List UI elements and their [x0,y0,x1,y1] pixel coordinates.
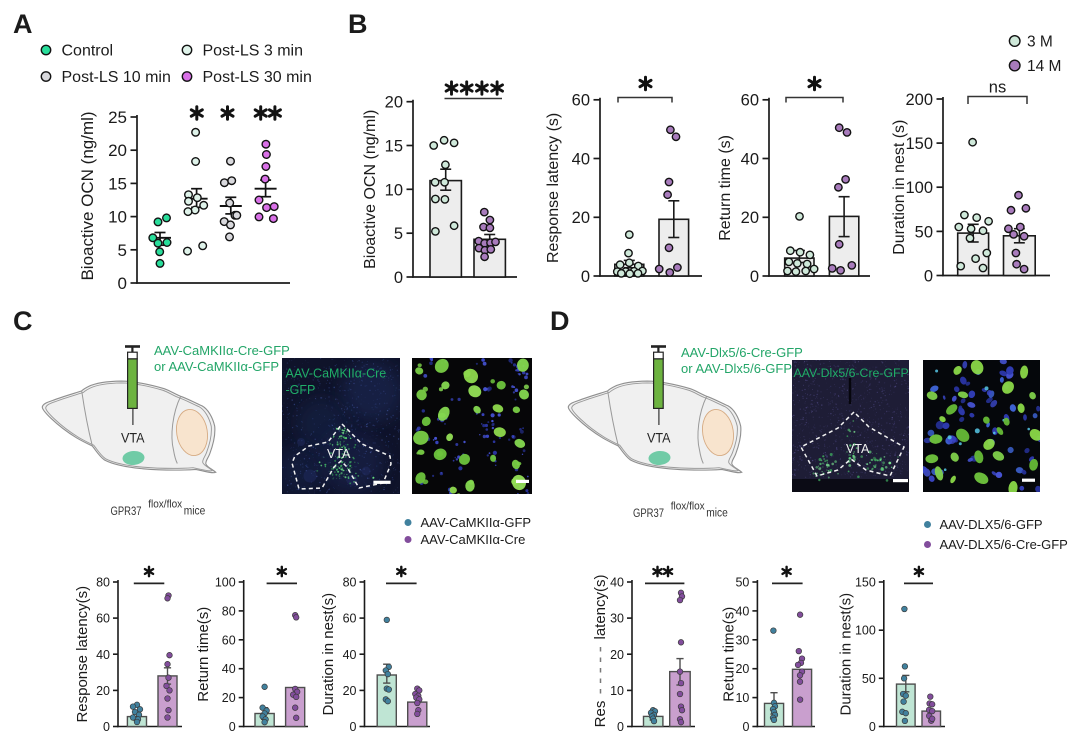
svg-text:80: 80 [222,604,236,618]
svg-text:10: 10 [108,208,127,227]
svg-text:Response latency (s): Response latency (s) [545,113,562,263]
svg-text:20: 20 [735,662,749,676]
svg-text:AAV-CaMKIIα-Cre: AAV-CaMKIIα-Cre [286,367,387,381]
svg-text:60: 60 [741,92,759,110]
svg-text:D: D [550,306,570,336]
svg-text:or AAV-Dlx5/6-GFP: or AAV-Dlx5/6-GFP [681,361,792,376]
svg-text:-GFP: -GFP [286,383,316,397]
svg-text:B: B [348,9,368,39]
svg-text:0: 0 [350,720,357,734]
svg-text:100: 100 [215,576,236,590]
svg-text:60: 60 [96,612,110,626]
svg-text:0: 0 [229,720,236,734]
svg-text:Control: Control [62,43,114,60]
svg-text:mice: mice [706,506,728,520]
svg-text:A: A [13,9,33,39]
svg-text:3 M: 3 M [1027,34,1053,51]
svg-text:20: 20 [572,209,590,227]
svg-text:flox/flox: flox/flox [148,499,182,511]
svg-text:AAV-Dlx5/6-Cre-GFP: AAV-Dlx5/6-Cre-GFP [794,366,909,380]
svg-text:Bioactive OCN (ng/ml): Bioactive OCN (ng/ml) [362,110,379,269]
svg-text:30: 30 [735,633,749,647]
svg-text:Return time (s): Return time (s) [717,135,734,241]
svg-text:or AAV-CaMKIIα-GFP: or AAV-CaMKIIα-GFP [154,359,279,374]
svg-text:GPR37: GPR37 [633,506,664,520]
svg-text:0: 0 [742,720,749,734]
svg-text:40: 40 [735,604,749,618]
svg-text:AAV-CaMKIIα-GFP: AAV-CaMKIIα-GFP [421,515,532,530]
svg-text:Duration in nest(s): Duration in nest(s) [837,593,854,716]
svg-text:40: 40 [222,662,236,676]
svg-text:flox/flox: flox/flox [671,501,705,513]
svg-text:50: 50 [735,576,749,590]
svg-text:20: 20 [108,141,127,160]
svg-text:VTA: VTA [647,431,671,446]
svg-text:0: 0 [581,268,590,286]
svg-text:Res: Res [592,701,609,728]
svg-text:80: 80 [96,576,110,590]
svg-text:0: 0 [118,274,127,293]
svg-text:100: 100 [905,179,933,197]
svg-text:40: 40 [610,576,624,590]
svg-text:5: 5 [118,241,127,260]
svg-text:150: 150 [905,135,933,153]
svg-text:60: 60 [572,92,590,110]
svg-text:0: 0 [750,268,759,286]
svg-text:200: 200 [905,91,933,109]
svg-text:Duration in nest(s): Duration in nest(s) [320,593,337,716]
svg-text:20: 20 [741,209,759,227]
svg-text:Return time(s): Return time(s) [720,607,737,702]
svg-text:VTA: VTA [846,442,870,456]
svg-text:VTA: VTA [327,447,351,461]
svg-text:0: 0 [394,269,403,287]
svg-text:30: 30 [610,612,624,626]
svg-text:GPR37: GPR37 [111,504,142,518]
svg-text:40: 40 [741,151,759,169]
svg-text:150: 150 [855,576,876,590]
svg-text:20: 20 [96,684,110,698]
svg-text:AAV-CaMKIIα-Cre-GFP: AAV-CaMKIIα-Cre-GFP [154,343,290,358]
svg-text:100: 100 [855,624,876,638]
svg-text:latency(s): latency(s) [592,574,609,639]
svg-text:Post-LS 3 min: Post-LS 3 min [203,43,303,60]
svg-text:20: 20 [610,648,624,662]
svg-text:15: 15 [108,174,127,193]
svg-text:0: 0 [924,267,933,285]
svg-text:Duration in nest (s): Duration in nest (s) [891,120,908,255]
svg-text:10: 10 [735,691,749,705]
svg-text:80: 80 [343,576,357,590]
svg-text:0: 0 [617,720,624,734]
svg-text:mice: mice [184,504,206,518]
svg-text:0: 0 [869,720,876,734]
svg-text:Bioactive OCN (ng/ml): Bioactive OCN (ng/ml) [78,111,97,280]
svg-text:10: 10 [610,684,624,698]
svg-text:Return time(s): Return time(s) [195,607,212,702]
svg-text:50: 50 [915,223,933,241]
svg-text:Post-LS 10 min: Post-LS 10 min [62,69,171,86]
svg-text:20: 20 [222,691,236,705]
svg-text:5: 5 [394,225,403,243]
svg-text:ns: ns [989,79,1006,97]
svg-text:60: 60 [343,612,357,626]
svg-text:Response latency(s): Response latency(s) [74,586,91,723]
svg-text:VTA: VTA [121,431,145,446]
svg-text:14 M: 14 M [1027,58,1061,75]
svg-text:C: C [13,306,33,336]
svg-text:AAV-CaMKIIα-Cre: AAV-CaMKIIα-Cre [421,532,526,547]
svg-text:50: 50 [862,672,876,686]
svg-text:AAV-DLX5/6-GFP: AAV-DLX5/6-GFP [940,517,1043,532]
svg-text:Post-LS 30 min: Post-LS 30 min [203,69,312,86]
svg-text:AAV-Dlx5/6-Cre-GFP: AAV-Dlx5/6-Cre-GFP [681,345,803,360]
svg-text:40: 40 [343,648,357,662]
svg-text:25: 25 [108,108,127,127]
svg-text:60: 60 [222,633,236,647]
svg-text:0: 0 [103,720,110,734]
svg-text:20: 20 [385,94,403,112]
svg-text:40: 40 [96,648,110,662]
svg-text:20: 20 [343,684,357,698]
svg-text:10: 10 [385,181,403,199]
svg-text:40: 40 [572,151,590,169]
svg-text:15: 15 [385,138,403,156]
svg-text:AAV-DLX5/6-Cre-GFP: AAV-DLX5/6-Cre-GFP [940,537,1068,552]
